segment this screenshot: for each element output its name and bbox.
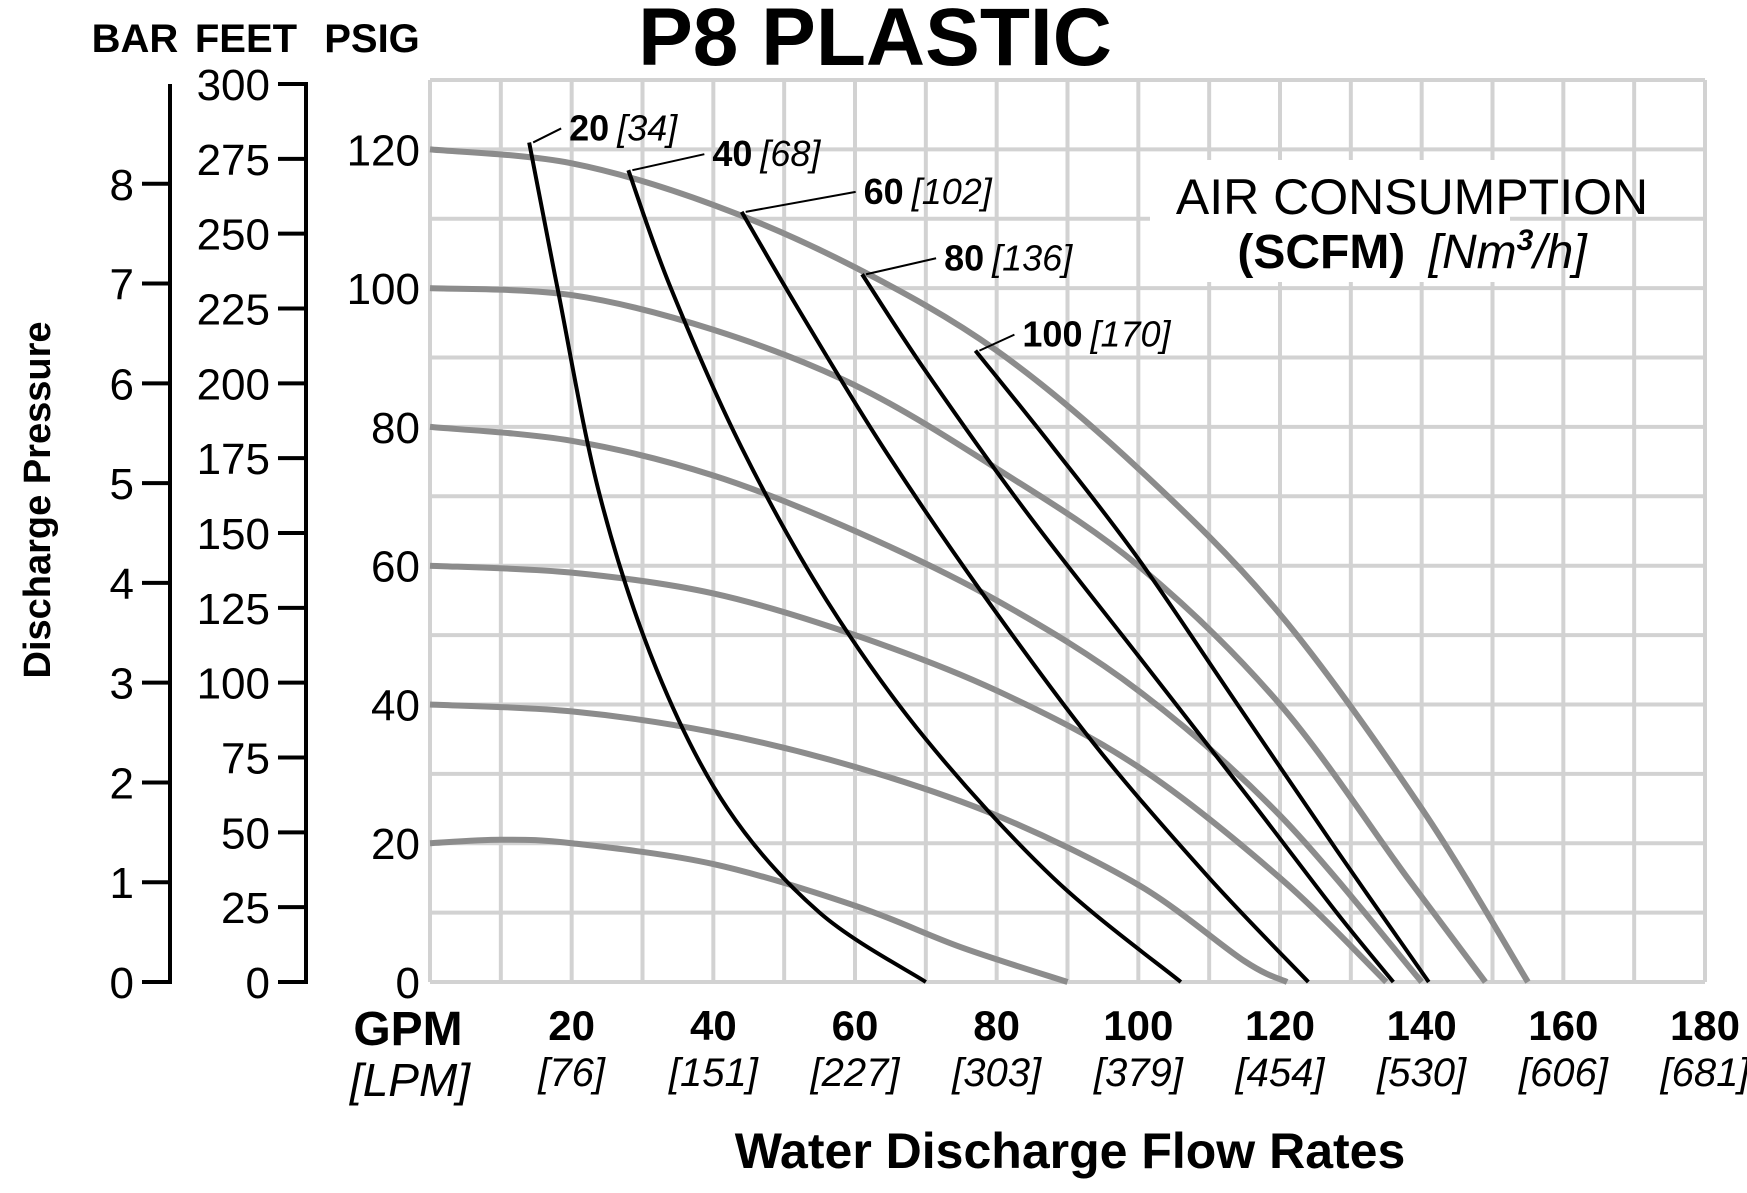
bar-tick-label: 4: [110, 560, 134, 609]
air-curve-label-scfm: 100: [1022, 314, 1082, 355]
air-consumption-curve: [739, 210, 1310, 984]
chart-labels: 20 [34] 40 [68] 60 [102] 80 [136] 100 [170]: [532, 107, 1172, 355]
air-consumption-units: (SCFM) [Nm3/h]: [1237, 224, 1588, 279]
air-label-leader: [532, 127, 562, 144]
pressure-curve: [429, 423, 1424, 984]
air-curve-label-metric: [170]: [1089, 314, 1171, 355]
y-axis-label: Discharge Pressure: [17, 322, 59, 679]
air-consumption-nm: [Nm: [1428, 226, 1517, 279]
psig-tick-label: 120: [347, 126, 420, 175]
pressure-curve: [429, 562, 1389, 985]
x-tick-label-gpm: 160: [1528, 1002, 1598, 1049]
x-tick-label-gpm: 20: [548, 1002, 595, 1049]
air-consumption-per-hour: /h]: [1530, 226, 1588, 279]
bar-tick-label: 1: [110, 859, 134, 908]
air-label-leader: [979, 333, 1015, 352]
air-curve-label-metric: [34]: [616, 107, 678, 148]
feet-tick-label: 150: [197, 510, 270, 559]
air-curve-label: 60 [102]: [864, 171, 993, 212]
air-curve-label: 20 [34]: [569, 107, 678, 148]
air-curve-label-scfm: 80: [944, 237, 984, 278]
bar-tick-label: 2: [110, 759, 134, 808]
x-tick-label-lpm: [227]: [810, 1051, 901, 1095]
chart-title: P8 PLASTIC: [638, 0, 1112, 83]
x-tick-label-lpm: [454]: [1235, 1051, 1326, 1095]
chart-axes: 0204060801001200255075100125150175200225…: [110, 61, 1747, 1095]
air-curve-label-metric: [136]: [991, 237, 1073, 278]
feet-tick-label: 0: [246, 959, 270, 1008]
pressure-curve: [429, 146, 1531, 984]
bar-tick-label: 7: [110, 261, 134, 310]
x-unit-gpm: GPM: [353, 1003, 462, 1056]
bar-tick-label: 5: [110, 460, 134, 509]
feet-tick-label: 275: [197, 136, 270, 185]
psig-tick-label: 100: [347, 265, 420, 314]
x-tick-label-gpm: 60: [832, 1002, 879, 1049]
chart-curves: [429, 142, 1531, 985]
psig-tick-label: 80: [371, 404, 420, 453]
feet-tick-label: 225: [197, 286, 270, 335]
bar-tick-label: 3: [110, 660, 134, 709]
feet-tick-label: 125: [197, 585, 270, 634]
x-tick-label-lpm: [530]: [1376, 1051, 1467, 1095]
psig-tick-label: 20: [371, 820, 420, 869]
bar-tick-label: 6: [110, 360, 134, 409]
x-tick-label-lpm: [606]: [1518, 1051, 1609, 1095]
feet-axis-header: FEET: [195, 17, 297, 61]
x-tick-label-lpm: [76]: [537, 1051, 606, 1095]
air-consumption-label-bg: [1150, 160, 1510, 282]
feet-tick-label: 175: [197, 435, 270, 484]
bar-tick-label: 0: [110, 959, 134, 1008]
x-tick-label-gpm: 140: [1387, 1002, 1457, 1049]
air-curve-label-metric: [102]: [911, 171, 993, 212]
x-tick-label-gpm: 180: [1670, 1002, 1740, 1049]
air-curve-label: 100 [170]: [1022, 314, 1171, 355]
air-curve-label-scfm: 40: [712, 133, 752, 174]
air-consumption-superscript: 3: [1517, 224, 1534, 257]
air-consumption-scfm: (SCFM): [1237, 226, 1405, 279]
bar-axis-header: BAR: [92, 17, 179, 61]
feet-tick-label: 50: [221, 809, 270, 858]
air-curve-label-scfm: 60: [864, 171, 904, 212]
air-curve-label: 80 [136]: [944, 237, 1073, 278]
air-consumption-curve: [626, 169, 1183, 984]
psig-axis-header: PSIG: [324, 17, 420, 61]
x-tick-label-gpm: 40: [690, 1002, 737, 1049]
pressure-curve: [429, 701, 1289, 985]
air-consumption-curve: [527, 142, 927, 984]
air-curve-label-scfm: 20: [569, 107, 609, 148]
pressure-curve: [429, 836, 1069, 985]
x-tick-label-gpm: 120: [1245, 1002, 1315, 1049]
air-curve-label-metric: [68]: [759, 133, 821, 174]
air-curve-label: 40 [68]: [712, 133, 821, 174]
x-tick-label-gpm: 100: [1103, 1002, 1173, 1049]
air-label-leader: [632, 153, 705, 172]
x-tick-label-lpm: [681]: [1660, 1051, 1747, 1095]
x-tick-label-lpm: [303]: [951, 1051, 1042, 1095]
x-axis-label: Water Discharge Flow Rates: [735, 1123, 1406, 1179]
pressure-curve: [429, 285, 1488, 984]
air-label-leader: [745, 190, 856, 213]
feet-tick-label: 75: [221, 735, 270, 784]
x-tick-label-gpm: 80: [973, 1002, 1020, 1049]
air-label-leader: [865, 257, 937, 276]
psig-tick-label: 0: [396, 959, 420, 1008]
x-unit-lpm: [LPM]: [349, 1054, 471, 1106]
air-consumption-curve: [973, 349, 1431, 984]
x-tick-label-lpm: [379]: [1093, 1051, 1184, 1095]
feet-tick-label: 25: [221, 884, 270, 933]
x-tick-label-lpm: [151]: [668, 1051, 759, 1095]
feet-tick-label: 100: [197, 660, 270, 709]
air-consumption-title: AIR CONSUMPTION: [1176, 169, 1648, 225]
air-consumption-curve: [860, 273, 1395, 984]
feet-tick-label: 300: [197, 61, 270, 110]
feet-tick-label: 200: [197, 360, 270, 409]
psig-tick-label: 40: [371, 681, 420, 730]
bar-tick-label: 8: [110, 161, 134, 210]
feet-tick-label: 250: [197, 211, 270, 260]
psig-tick-label: 60: [371, 543, 420, 592]
